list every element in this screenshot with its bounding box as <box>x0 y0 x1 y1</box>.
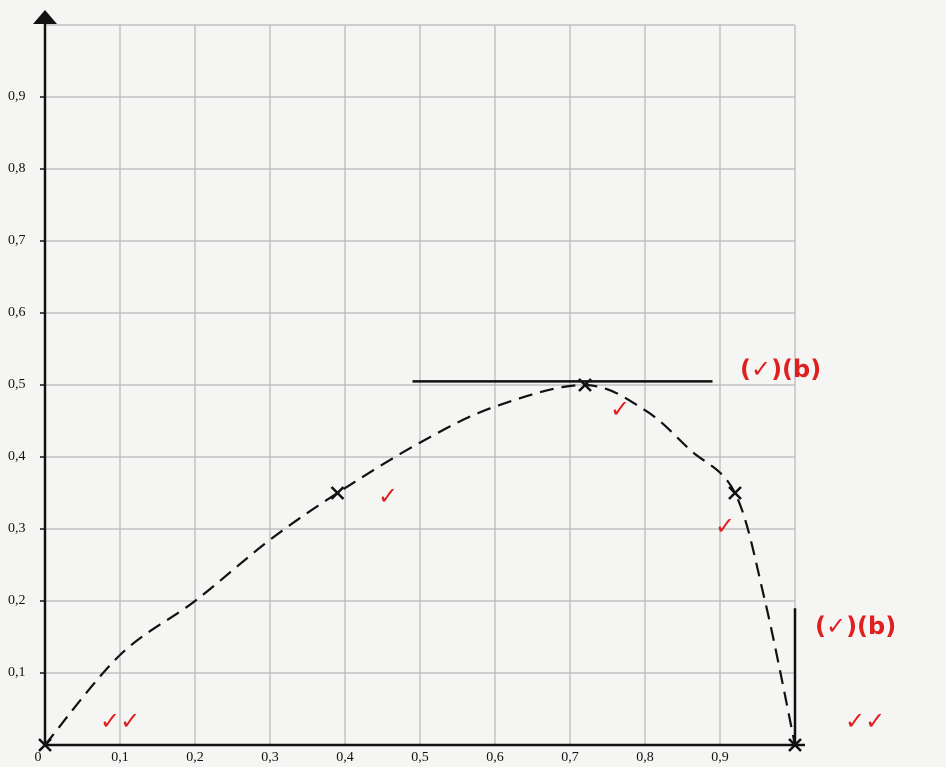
y-tick-label: 0,6 <box>8 305 26 320</box>
grading-mark: ✓✓ <box>100 707 140 735</box>
x-tick-label: 0,7 <box>561 750 579 765</box>
chart: 0 0,1 0,2 0,3 0,4 0,5 0,6 0,7 0,8 0,9 0,1 0,2 0,3 0,… <box>0 0 946 767</box>
x-tick-label: 0,8 <box>636 750 654 765</box>
origin-label: 0 <box>35 750 42 765</box>
grading-mark: ✓✓ <box>845 707 885 735</box>
x-tick-label: 0,6 <box>486 750 504 765</box>
y-tick-label: 0,9 <box>8 89 26 104</box>
y-tick-label: 0,8 <box>8 161 26 176</box>
grading-mark: ✓ <box>378 482 398 510</box>
y-tick-label: 0,4 <box>8 449 26 464</box>
y-tick-label: 0,1 <box>8 665 26 680</box>
x-tick-label: 0,1 <box>111 750 129 765</box>
point-marker <box>729 487 741 499</box>
grading-mark: (✓)(b) <box>815 612 896 640</box>
y-tick-label: 0,7 <box>8 233 26 248</box>
x-tick-label: 0,5 <box>411 750 429 765</box>
grading-mark: ✓ <box>715 512 735 540</box>
y-axis-arrow <box>33 10 57 24</box>
x-tick-label: 0,9 <box>711 750 729 765</box>
x-tick-label: 0,2 <box>186 750 204 765</box>
grading-mark: (✓)(b) <box>740 355 821 383</box>
x-tick-label: 0,4 <box>336 750 354 765</box>
y-tick-label: 0,2 <box>8 593 26 608</box>
y-tick-label: 0,5 <box>8 377 26 392</box>
point-marker <box>332 487 344 499</box>
y-tick-label: 0,3 <box>8 521 26 536</box>
grading-mark: ✓ <box>610 395 630 423</box>
x-tick-label: 0,3 <box>261 750 279 765</box>
